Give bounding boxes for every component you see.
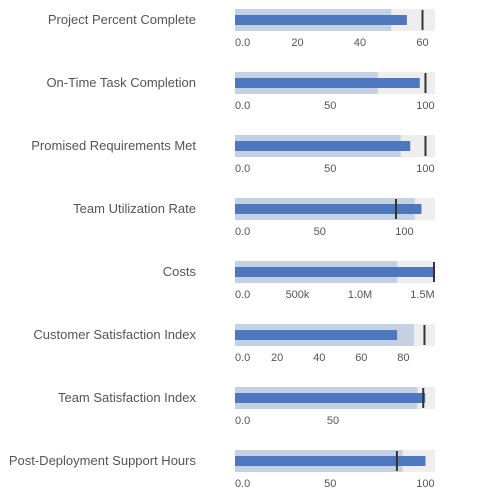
value-bar[interactable] xyxy=(235,204,422,214)
tick-label: 60 xyxy=(355,352,367,364)
tick-label: 60 xyxy=(416,37,428,49)
row-label: Promised Requirements Met xyxy=(31,138,196,153)
row-label: Post-Deployment Support Hours xyxy=(9,453,197,468)
tick-label: 50 xyxy=(327,415,339,427)
target-marker xyxy=(421,10,424,30)
tick-label: 500k xyxy=(286,289,310,301)
tick-label: 100 xyxy=(395,226,413,238)
tick-label: 50 xyxy=(314,226,326,238)
tick-label: 20 xyxy=(291,37,303,49)
tick-label: 80 xyxy=(397,352,409,364)
target-marker xyxy=(433,262,435,282)
bullet-row: Promised Requirements Met 0.0 50 100 xyxy=(31,135,435,175)
tick-label: 50 xyxy=(324,478,336,490)
tick-label: 50 xyxy=(324,163,336,175)
row-label: Project Percent Complete xyxy=(48,12,196,27)
tick-label: 0.0 xyxy=(235,289,250,301)
target-marker xyxy=(424,73,427,93)
row-label: Team Utilization Rate xyxy=(73,201,196,216)
tick-label: 1.0M xyxy=(348,289,372,301)
tick-label: 20 xyxy=(271,352,283,364)
tick-label: 1.5M xyxy=(410,289,434,301)
bullet-row: Post-Deployment Support Hours 0.0 50 100 xyxy=(9,450,435,490)
tick-label: 50 xyxy=(324,100,336,112)
bullet-row: Customer Satisfaction Index 0.0 20 40 60 80 xyxy=(33,324,435,364)
tick-label: 100 xyxy=(416,163,434,175)
tick-label: 0.0 xyxy=(235,478,250,490)
value-bar[interactable] xyxy=(235,267,435,277)
value-bar[interactable] xyxy=(235,141,411,151)
row-label: On-Time Task Completion xyxy=(46,75,196,90)
bullet-row: On-Time Task Completion 0.0 50 100 xyxy=(46,72,435,112)
bullet-row: Team Satisfaction Index 0.0 50 xyxy=(58,387,435,427)
value-bar[interactable] xyxy=(235,15,407,25)
tick-label: 0.0 xyxy=(235,352,250,364)
target-marker xyxy=(422,388,425,408)
value-bar[interactable] xyxy=(235,330,398,340)
tick-label: 100 xyxy=(416,478,434,490)
target-marker xyxy=(395,451,398,471)
tick-label: 0.0 xyxy=(235,100,250,112)
tick-label: 0.0 xyxy=(235,226,250,238)
bullet-row: Team Utilization Rate 0.0 50 100 xyxy=(73,198,435,238)
tick-label: 100 xyxy=(416,100,434,112)
tick-label: 0.0 xyxy=(235,37,250,49)
tick-label: 40 xyxy=(354,37,366,49)
row-label: Costs xyxy=(163,264,197,279)
value-bar[interactable] xyxy=(235,456,426,466)
target-marker xyxy=(395,199,398,219)
tick-label: 0.0 xyxy=(235,163,250,175)
target-marker xyxy=(423,325,426,345)
tick-label: 40 xyxy=(313,352,325,364)
value-bar[interactable] xyxy=(235,393,426,403)
bullet-row: Project Percent Complete 0.0 20 40 60 xyxy=(48,9,435,49)
row-label: Customer Satisfaction Index xyxy=(33,327,196,342)
target-marker xyxy=(424,136,427,156)
value-bar[interactable] xyxy=(235,78,420,88)
tick-label: 0.0 xyxy=(235,415,250,427)
bullet-row: Costs 0.0 500k 1.0M 1.5M xyxy=(163,261,435,301)
row-label: Team Satisfaction Index xyxy=(58,390,197,405)
